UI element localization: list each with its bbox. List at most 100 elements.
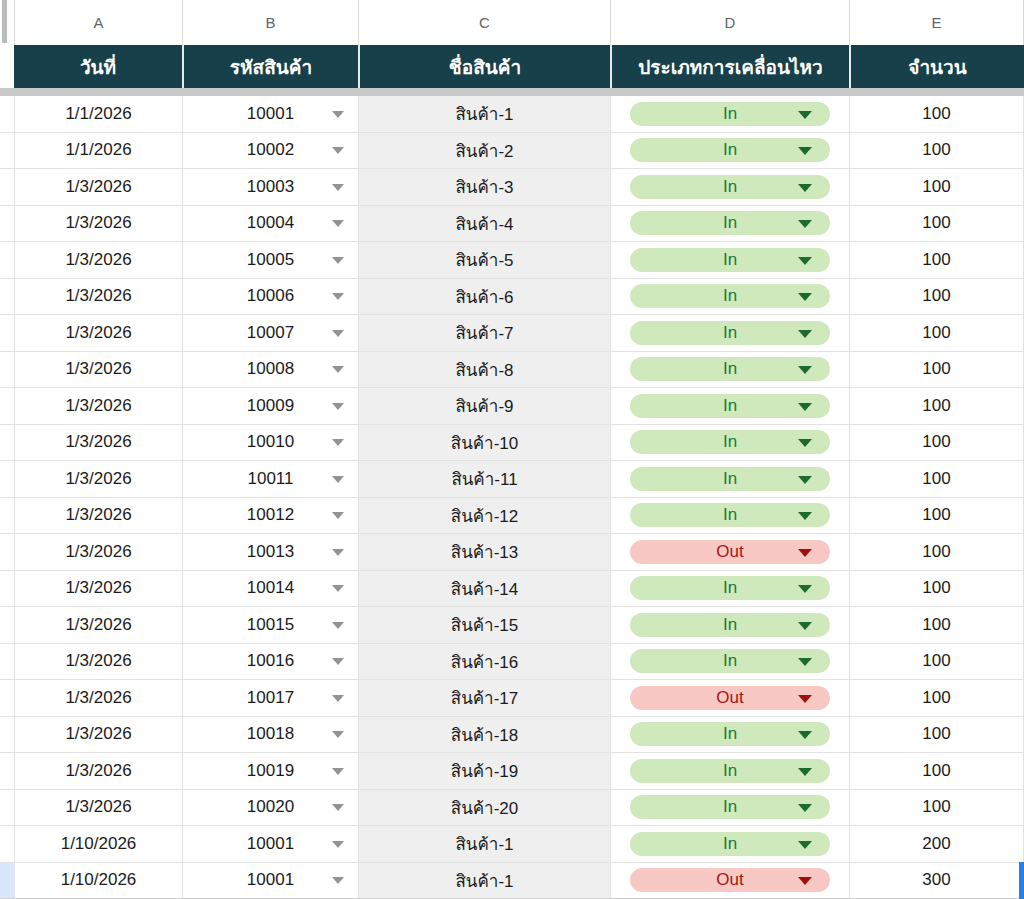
cell-date[interactable]: 1/3/2026	[14, 461, 182, 497]
movement-chip[interactable]: In	[630, 576, 830, 600]
cell-code[interactable]: 10001	[182, 96, 358, 132]
movement-chip[interactable]: In	[630, 211, 830, 235]
cell-name[interactable]: สินค้า-5	[358, 242, 610, 278]
header-cell-name[interactable]: ชื่อสินค้า	[358, 45, 610, 88]
chevron-down-icon[interactable]	[798, 768, 812, 776]
header-cell-code[interactable]: รหัสสินค้า	[182, 45, 358, 88]
cell-date[interactable]: 1/3/2026	[14, 753, 182, 789]
chevron-down-icon[interactable]	[798, 293, 812, 301]
chevron-down-icon[interactable]	[798, 366, 812, 374]
movement-chip[interactable]: In	[630, 284, 830, 308]
cell-name[interactable]: สินค้า-17	[358, 680, 610, 716]
cell-movement[interactable]: Out	[610, 863, 849, 899]
cell-name[interactable]: สินค้า-2	[358, 133, 610, 169]
cell-code[interactable]: 10005	[182, 242, 358, 278]
chevron-down-icon[interactable]	[332, 658, 344, 665]
chevron-down-icon[interactable]	[798, 549, 812, 557]
cell-date[interactable]: 1/3/2026	[14, 498, 182, 534]
cell-qty[interactable]: 100	[849, 680, 1024, 716]
cell-code[interactable]: 10019	[182, 753, 358, 789]
chevron-down-icon[interactable]	[798, 512, 812, 520]
chevron-down-icon[interactable]	[798, 257, 812, 265]
cell-movement[interactable]: In	[610, 352, 849, 388]
cell-movement[interactable]: In	[610, 169, 849, 205]
cell-name[interactable]: สินค้า-1	[358, 826, 610, 862]
chevron-down-icon[interactable]	[798, 841, 812, 849]
cell-movement[interactable]: In	[610, 388, 849, 424]
cell-name[interactable]: สินค้า-15	[358, 607, 610, 643]
cell-date[interactable]: 1/3/2026	[14, 607, 182, 643]
cell-code[interactable]: 10012	[182, 498, 358, 534]
cell-movement[interactable]: In	[610, 644, 849, 680]
chevron-down-icon[interactable]	[332, 111, 344, 118]
cell-code[interactable]: 10020	[182, 790, 358, 826]
header-cell-date[interactable]: วันที่	[14, 45, 182, 88]
chevron-down-icon[interactable]	[332, 293, 344, 300]
cell-code[interactable]: 10002	[182, 133, 358, 169]
cell-qty[interactable]: 100	[849, 461, 1024, 497]
cell-name[interactable]: สินค้า-16	[358, 644, 610, 680]
chevron-down-icon[interactable]	[798, 220, 812, 228]
chevron-down-icon[interactable]	[332, 768, 344, 775]
cell-qty[interactable]: 100	[849, 206, 1024, 242]
cell-date[interactable]: 1/1/2026	[14, 96, 182, 132]
cell-name[interactable]: สินค้า-13	[358, 534, 610, 570]
cell-code[interactable]: 10018	[182, 717, 358, 753]
cell-code[interactable]: 10017	[182, 680, 358, 716]
cell-movement[interactable]: In	[610, 790, 849, 826]
cell-qty[interactable]: 100	[849, 607, 1024, 643]
cell-movement[interactable]: In	[610, 717, 849, 753]
cell-name[interactable]: สินค้า-11	[358, 461, 610, 497]
cell-qty[interactable]: 100	[849, 425, 1024, 461]
cell-qty[interactable]: 100	[849, 717, 1024, 753]
frozen-pane-divider[interactable]	[0, 88, 1024, 96]
movement-chip[interactable]: In	[630, 175, 830, 199]
cell-name[interactable]: สินค้า-1	[358, 863, 610, 899]
cell-code[interactable]: 10003	[182, 169, 358, 205]
cell-movement[interactable]: In	[610, 607, 849, 643]
cell-qty[interactable]: 100	[849, 753, 1024, 789]
cell-code[interactable]: 10015	[182, 607, 358, 643]
cell-movement[interactable]: In	[610, 96, 849, 132]
cell-movement[interactable]: Out	[610, 534, 849, 570]
chevron-down-icon[interactable]	[332, 184, 344, 191]
chevron-down-icon[interactable]	[332, 366, 344, 373]
cell-date[interactable]: 1/3/2026	[14, 315, 182, 351]
cell-date[interactable]: 1/3/2026	[14, 717, 182, 753]
chevron-down-icon[interactable]	[332, 147, 344, 154]
movement-chip[interactable]: In	[630, 649, 830, 673]
cell-date[interactable]: 1/3/2026	[14, 644, 182, 680]
cell-name[interactable]: สินค้า-18	[358, 717, 610, 753]
chevron-down-icon[interactable]	[332, 549, 344, 556]
cell-movement[interactable]: In	[610, 461, 849, 497]
chevron-down-icon[interactable]	[332, 877, 344, 884]
cell-movement[interactable]: In	[610, 498, 849, 534]
header-cell-qty[interactable]: จำนวน	[849, 45, 1024, 88]
chevron-down-icon[interactable]	[798, 403, 812, 411]
movement-chip[interactable]: In	[630, 138, 830, 162]
cell-movement[interactable]: In	[610, 315, 849, 351]
movement-chip[interactable]: In	[630, 503, 830, 527]
chevron-down-icon[interactable]	[798, 804, 812, 812]
cell-name[interactable]: สินค้า-8	[358, 352, 610, 388]
cell-qty[interactable]: 100	[849, 242, 1024, 278]
movement-chip[interactable]: In	[630, 722, 830, 746]
movement-chip[interactable]: In	[630, 357, 830, 381]
cell-date[interactable]: 1/3/2026	[14, 352, 182, 388]
cell-name[interactable]: สินค้า-10	[358, 425, 610, 461]
movement-chip[interactable]: Out	[630, 868, 830, 892]
movement-chip[interactable]: In	[630, 759, 830, 783]
column-header-c[interactable]: C	[358, 0, 610, 45]
cell-date[interactable]: 1/3/2026	[14, 242, 182, 278]
cell-qty[interactable]: 100	[849, 315, 1024, 351]
chevron-down-icon[interactable]	[798, 330, 812, 338]
cell-qty[interactable]: 100	[849, 279, 1024, 315]
cell-name[interactable]: สินค้า-4	[358, 206, 610, 242]
movement-chip[interactable]: In	[630, 795, 830, 819]
movement-chip[interactable]: In	[630, 613, 830, 637]
cell-code[interactable]: 10010	[182, 425, 358, 461]
cell-movement[interactable]: In	[610, 753, 849, 789]
column-header-b[interactable]: B	[182, 0, 358, 45]
cell-movement[interactable]: In	[610, 206, 849, 242]
cell-name[interactable]: สินค้า-20	[358, 790, 610, 826]
